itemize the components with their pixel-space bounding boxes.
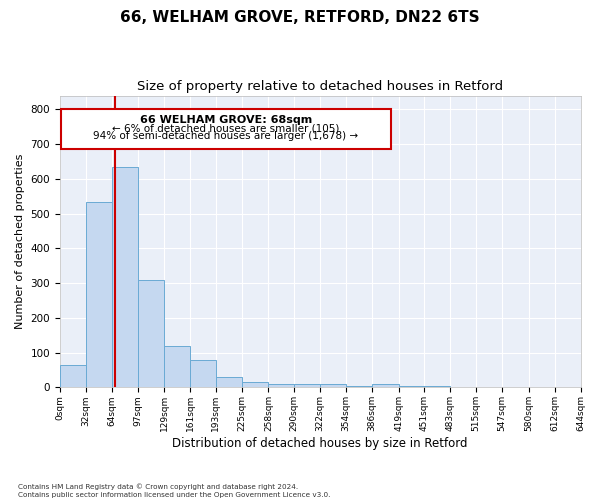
Bar	[372, 384, 398, 388]
Bar	[164, 346, 190, 388]
Bar	[424, 386, 451, 388]
Bar	[295, 384, 320, 388]
Bar	[190, 360, 216, 388]
Text: Contains HM Land Registry data © Crown copyright and database right 2024.
Contai: Contains HM Land Registry data © Crown c…	[18, 484, 331, 498]
Text: ← 6% of detached houses are smaller (105): ← 6% of detached houses are smaller (105…	[112, 124, 340, 134]
Text: 66, WELHAM GROVE, RETFORD, DN22 6TS: 66, WELHAM GROVE, RETFORD, DN22 6TS	[120, 10, 480, 25]
FancyBboxPatch shape	[61, 110, 391, 150]
Bar	[268, 384, 295, 388]
Text: 66 WELHAM GROVE: 68sqm: 66 WELHAM GROVE: 68sqm	[140, 114, 312, 124]
Bar	[216, 377, 242, 388]
Bar	[112, 167, 139, 388]
Bar	[346, 386, 372, 388]
Bar	[320, 384, 346, 388]
Bar	[86, 202, 112, 388]
X-axis label: Distribution of detached houses by size in Retford: Distribution of detached houses by size …	[172, 437, 468, 450]
Title: Size of property relative to detached houses in Retford: Size of property relative to detached ho…	[137, 80, 503, 93]
Text: 94% of semi-detached houses are larger (1,678) →: 94% of semi-detached houses are larger (…	[94, 132, 359, 141]
Bar	[398, 386, 424, 388]
Bar	[242, 382, 268, 388]
Bar	[60, 365, 86, 388]
Y-axis label: Number of detached properties: Number of detached properties	[15, 154, 25, 329]
Bar	[139, 280, 164, 388]
